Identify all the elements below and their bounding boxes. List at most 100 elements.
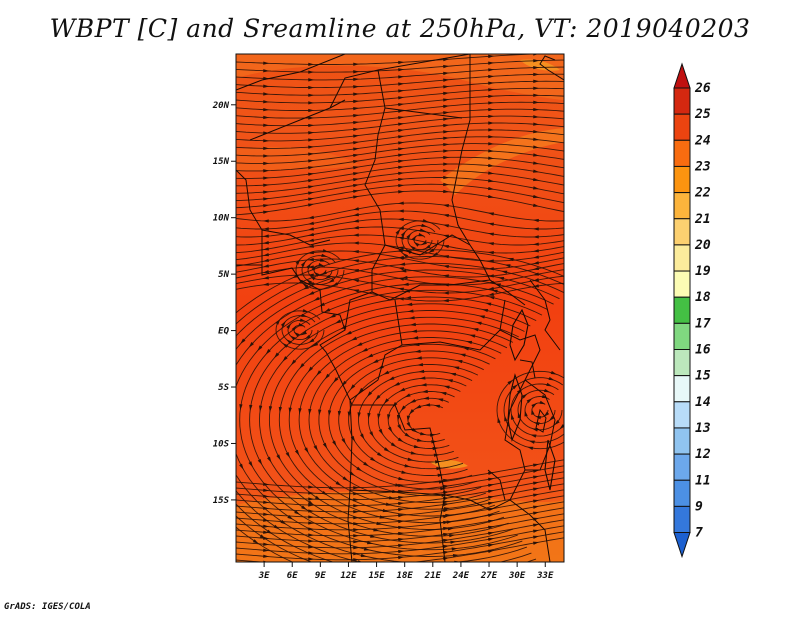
flow-arrow <box>262 247 269 251</box>
flow-arrow <box>443 155 450 160</box>
flow-arrow <box>398 135 405 139</box>
flow-arrow <box>353 77 360 82</box>
colorbar-label: 14 <box>695 395 711 410</box>
flow-arrow <box>452 554 459 558</box>
flow-arrow <box>321 253 328 257</box>
flow-arrow <box>308 166 315 170</box>
flow-arrow <box>533 511 540 515</box>
flow-arrow <box>262 282 269 286</box>
flow-arrow <box>301 505 308 510</box>
colorbar-swatch <box>673 349 691 377</box>
flow-arrow <box>491 289 498 294</box>
streamline-arrows <box>229 54 564 562</box>
flow-arrow <box>266 529 273 535</box>
flow-arrow <box>424 244 431 250</box>
flow-arrow <box>304 334 311 340</box>
flow-arrow <box>487 292 494 296</box>
flow-arrow <box>308 70 315 74</box>
flow-arrow <box>353 70 360 74</box>
flow-arrow <box>360 553 367 557</box>
flow-arrow <box>309 275 316 281</box>
flow-arrow <box>353 492 360 496</box>
flow-arrow <box>308 85 315 90</box>
flow-arrow <box>488 537 495 541</box>
flow-arrow <box>397 255 404 260</box>
flow-arrow <box>488 519 495 523</box>
flow-arrow <box>299 363 305 369</box>
flow-arrow <box>308 485 315 489</box>
flow-arrow <box>548 415 555 422</box>
flow-arrow <box>263 176 270 180</box>
flow-arrow <box>333 377 339 383</box>
flow-arrow <box>418 369 425 373</box>
flow-arrow <box>387 426 393 433</box>
streamline <box>496 370 564 450</box>
flow-arrow <box>398 153 405 157</box>
flow-arrow <box>443 385 450 389</box>
flow-arrow <box>334 319 342 324</box>
flow-arrow <box>488 68 495 72</box>
flow-arrow <box>443 149 450 153</box>
lat-tick-label: 10S <box>213 439 230 449</box>
flow-arrow <box>332 282 339 287</box>
flow-arrow <box>352 250 359 254</box>
flow-arrow <box>443 544 450 549</box>
flow-arrow <box>398 507 405 512</box>
flow-arrow <box>353 558 360 562</box>
flow-arrow <box>409 399 416 404</box>
flow-arrow <box>308 172 315 176</box>
flow-arrow <box>414 349 421 353</box>
flow-arrow <box>488 101 495 105</box>
flow-arrow <box>488 114 495 118</box>
flow-arrow <box>259 405 263 412</box>
flow-arrow <box>398 177 405 182</box>
flow-arrow <box>263 183 270 187</box>
flow-arrow <box>533 65 540 70</box>
flow-arrow <box>488 61 495 65</box>
flow-arrow <box>229 403 232 409</box>
flow-arrow <box>497 416 501 424</box>
flow-arrow <box>554 419 560 426</box>
flow-arrow <box>442 291 449 295</box>
colorbar-label: 23 <box>694 159 711 174</box>
flow-arrow <box>487 232 494 236</box>
flow-arrow <box>421 389 428 394</box>
flow-arrow <box>314 495 321 501</box>
flow-arrow <box>353 540 360 544</box>
flow-arrow <box>453 366 460 370</box>
flow-arrow <box>308 338 315 343</box>
flow-arrow <box>488 477 495 481</box>
flow-arrow <box>282 343 289 348</box>
flow-arrow <box>378 428 384 435</box>
colorbar: 26 25 24 23 22 21 20 19 18 17 16 15 14 13 12 11 9 7 <box>673 62 711 559</box>
flow-arrow <box>401 275 408 280</box>
flow-arrow <box>443 169 450 173</box>
flow-arrow <box>488 179 495 183</box>
flow-arrow <box>442 255 449 259</box>
flow-arrow <box>275 318 281 325</box>
flow-arrow <box>263 146 270 151</box>
flow-arrow <box>533 115 540 119</box>
flow-arrow <box>422 396 430 400</box>
flow-arrow <box>347 411 351 418</box>
flow-arrow <box>308 185 315 189</box>
flow-arrow <box>353 183 360 188</box>
flow-arrow <box>353 106 360 111</box>
colorbar-swatch <box>673 322 691 351</box>
lat-tick-label: EQ <box>218 327 229 337</box>
flow-arrow <box>282 356 288 362</box>
shading-band <box>440 128 564 195</box>
flow-arrow <box>488 531 495 535</box>
flow-arrow <box>285 452 291 459</box>
flow-arrow <box>397 424 402 431</box>
flow-arrow <box>404 393 411 398</box>
flow-arrow <box>504 415 508 422</box>
flow-arrow <box>410 451 417 455</box>
flow-arrow <box>353 127 360 132</box>
flow-arrow <box>398 549 405 554</box>
flow-arrow <box>532 218 539 223</box>
flow-arrow <box>262 276 269 280</box>
flow-arrow <box>369 431 374 438</box>
flow-arrow <box>320 271 327 276</box>
flow-arrow <box>353 486 360 490</box>
